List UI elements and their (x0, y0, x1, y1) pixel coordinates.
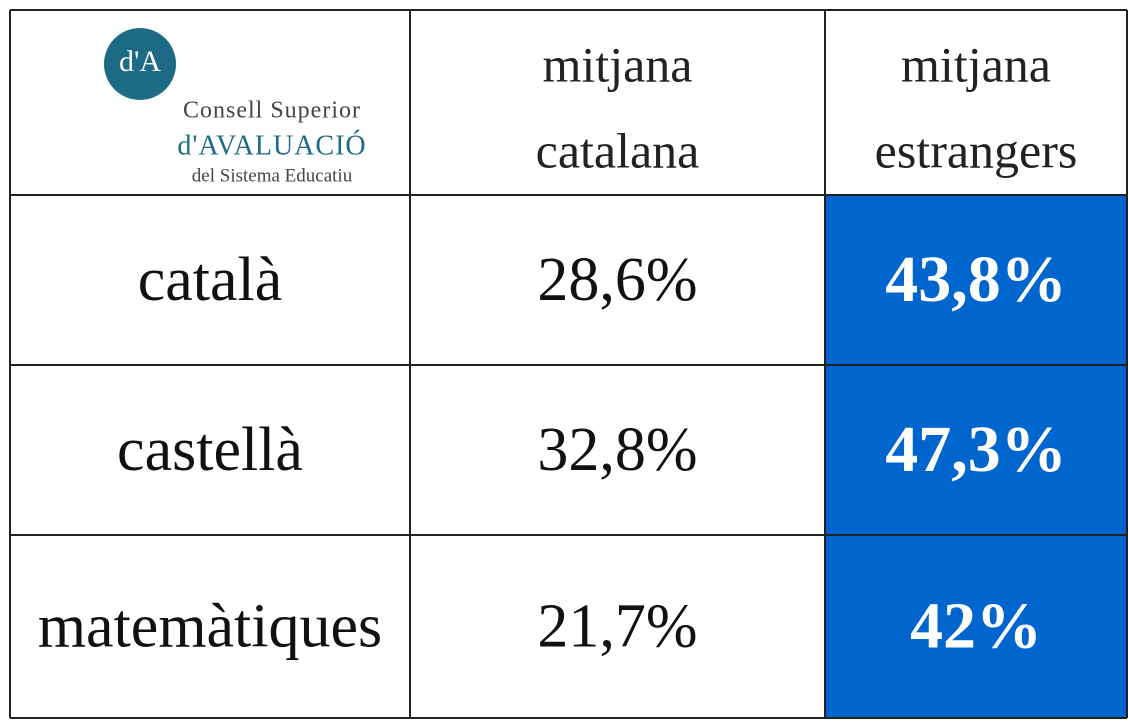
highlight-cell (825, 365, 1127, 535)
cell-value: 43,8% (885, 243, 1067, 316)
row-label: català (138, 246, 283, 314)
cell-value: 32,8% (537, 416, 697, 484)
header-text: catalana (536, 122, 700, 178)
logo-line: d'AVALUACIÓ (177, 130, 366, 161)
row-label: castellà (117, 416, 303, 484)
cell-value: 47,3% (885, 413, 1067, 486)
highlight-cell (825, 535, 1127, 718)
logo-line: del Sistema Educatiu (192, 165, 353, 186)
cell-value: 28,6% (537, 246, 697, 314)
cell-value: 42% (910, 590, 1042, 663)
cell-value: 21,7% (537, 593, 697, 661)
logo-line: Consell Superior (183, 98, 361, 124)
header-text: mitjana (901, 36, 1051, 92)
logo-circle (104, 28, 176, 100)
header-text: mitjana (543, 36, 693, 92)
header-text: estrangers (875, 122, 1078, 178)
highlight-cell (825, 195, 1127, 365)
row-label: matemàtiques (38, 593, 382, 661)
logo-mark: d'A (119, 45, 161, 78)
